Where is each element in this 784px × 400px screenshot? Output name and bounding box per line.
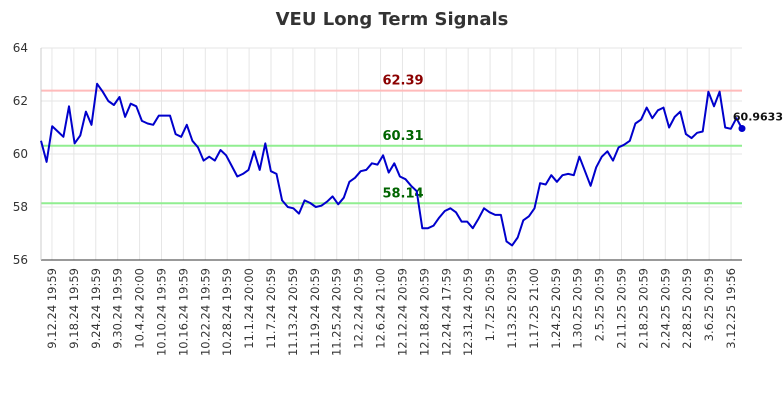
price-series (40, 82, 743, 247)
y-tick-label: 56 (13, 253, 28, 267)
x-tick-label: 11.7.24 20:59 (264, 268, 278, 349)
x-tick-label: 11.13.24 20:59 (286, 268, 300, 356)
x-tick-label: 12.24.24 17:59 (439, 268, 453, 356)
y-tick-label: 58 (13, 200, 28, 214)
signal-lines: 62.39 60.31 58.14 (41, 74, 742, 205)
price-line (40, 82, 743, 247)
x-tick-labels: 9.12.24 19:59 9.18.24 19:59 9.24.24 19:59 9… (45, 268, 738, 356)
x-tick-label: 3.12.25 19:56 (724, 268, 738, 349)
x-tick-label: 9.30.24 19:59 (111, 268, 125, 349)
x-tick-label: 12.18.24 20:59 (417, 268, 431, 356)
x-tick-label: 2.11.25 20:59 (615, 268, 629, 349)
y-tick-label: 62 (13, 94, 28, 108)
last-point-marker (738, 124, 746, 132)
x-tick-label: 10.4.24 20:00 (133, 268, 147, 349)
axes (40, 48, 742, 261)
x-tick-label: 1.7.25 20:59 (483, 268, 497, 341)
x-tick-label: 1.24.25 20:59 (549, 268, 563, 349)
last-value-label: 60.9633 (733, 110, 783, 123)
x-tick-label: 2.28.25 20:59 (680, 268, 694, 349)
x-tick-label: 1.17.25 21:00 (527, 268, 541, 349)
signal-label: 60.31 (382, 129, 423, 144)
x-tick-label: 10.28.24 19:59 (220, 268, 234, 356)
x-tick-label: 12.12.24 20:59 (395, 268, 409, 356)
x-tick-label: 10.10.24 19:59 (154, 268, 168, 356)
x-tick-label: 11.25.24 20:59 (330, 268, 344, 356)
y-tick-label: 60 (13, 147, 28, 161)
signal-label: 58.14 (382, 186, 423, 201)
x-tick-label: 11.19.24 20:59 (308, 268, 322, 356)
x-tick-label: 12.2.24 20:59 (352, 268, 366, 349)
last-point: 60.9633 (733, 110, 783, 132)
x-tick-label: 11.1.24 20:00 (242, 268, 256, 349)
x-tick-label: 2.5.25 20:59 (593, 268, 607, 341)
x-tick-label: 1.30.25 20:59 (571, 268, 585, 349)
x-tick-label: 12.6.24 21:00 (374, 268, 388, 349)
grid (41, 47, 742, 261)
x-tick-label: 3.6.25 20:59 (702, 268, 716, 341)
x-tick-label: 2.24.25 20:59 (658, 268, 672, 349)
x-tick-label: 9.12.24 19:59 (45, 268, 59, 349)
x-tick-label: 9.24.24 19:59 (89, 268, 103, 349)
x-tick-label: 12.31.24 20:59 (461, 268, 475, 356)
x-tick-label: 10.22.24 19:59 (198, 268, 212, 356)
y-tick-labels: 56 58 60 62 64 (13, 41, 28, 267)
x-tick-label: 2.18.25 20:59 (636, 268, 650, 349)
y-tick-label: 64 (13, 41, 28, 55)
chart-title: VEU Long Term Signals (276, 9, 509, 30)
signal-label: 62.39 (382, 74, 423, 89)
x-tick-label: 10.16.24 19:59 (176, 268, 190, 356)
x-tick-label: 9.18.24 19:59 (67, 268, 81, 349)
x-tick-label: 1.13.25 20:59 (505, 268, 519, 349)
